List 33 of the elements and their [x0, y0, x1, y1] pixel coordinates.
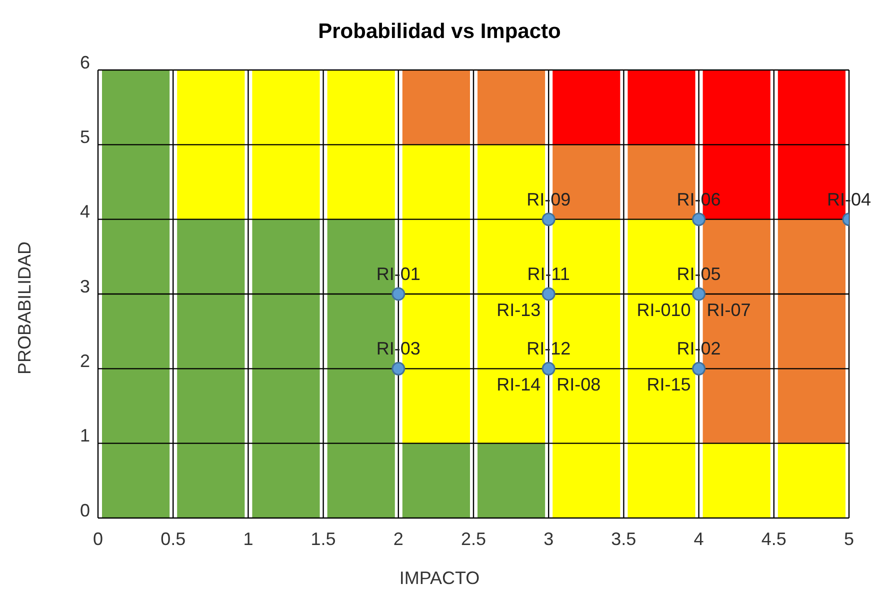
- y-axis-title: PROBABILIDAD: [14, 241, 36, 375]
- x-tick-label: 3: [544, 528, 554, 549]
- y-tick-label: 0: [80, 500, 90, 520]
- y-tick-label: 3: [80, 276, 90, 296]
- x-tick-label: 1.5: [310, 528, 336, 549]
- annotation: RI-05: [676, 264, 721, 284]
- annotation: RI-02: [676, 338, 721, 359]
- y-tick-label: 5: [80, 127, 90, 148]
- x-tick-label: 0: [92, 528, 104, 549]
- x-tick-label: 0.5: [160, 528, 186, 549]
- y-tick-label: 4: [80, 202, 90, 222]
- annotation: RI-14: [496, 374, 541, 395]
- x-tick-label: 2.5: [460, 528, 486, 549]
- annotation: RI-09: [526, 189, 571, 210]
- annotation: RI-01: [376, 264, 420, 284]
- x-tick-label: 4: [694, 528, 704, 549]
- annotation: RI-010: [636, 300, 691, 320]
- x-tick-label: 5: [844, 528, 854, 549]
- x-axis-title: IMPACTO: [398, 568, 481, 589]
- x-tick-label: 1: [243, 528, 254, 549]
- annotation: RI-03: [376, 338, 420, 359]
- annotation: RI-13: [496, 300, 541, 320]
- y-tick-label: 2: [80, 351, 90, 372]
- chart-title: Probabilidad vs Impacto: [317, 20, 562, 44]
- x-tick-label: 4.5: [761, 528, 786, 549]
- x-tick-label: 3.5: [611, 528, 636, 549]
- annotation: RI-07: [706, 300, 751, 320]
- annotation: RI-08: [556, 374, 601, 395]
- annotation: RI-15: [646, 374, 691, 395]
- annotation: RI-06: [676, 189, 721, 210]
- y-tick-label: 6: [80, 52, 90, 72]
- y-tick-label: 1: [80, 426, 90, 446]
- x-tick-label: 2: [393, 528, 404, 549]
